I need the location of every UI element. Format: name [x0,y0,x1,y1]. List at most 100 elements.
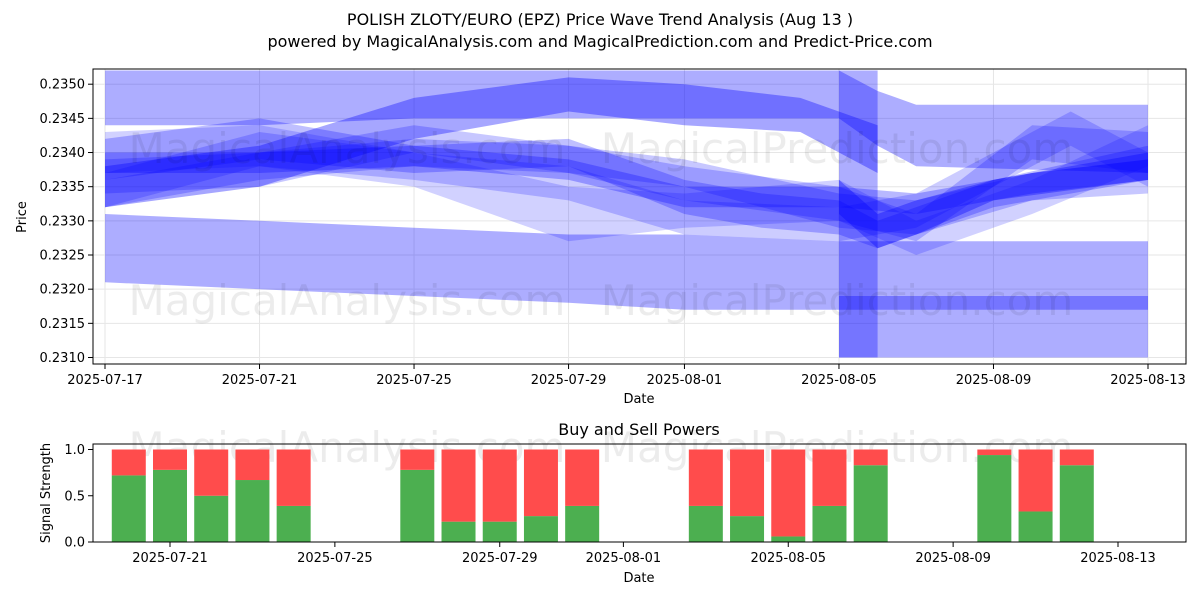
price-x-tick-label: 2025-08-01 [647,373,723,388]
price-wave-band [105,77,878,208]
buy-power-bar [853,465,888,542]
sell-power-bar [853,449,888,466]
price-y-ticks: 0.2310 0.2315 0.2320 0.2325 0.2330 0.2335 0.23… [40,78,93,366]
buy-power-bar [235,480,270,542]
power-y-axis-label: Signal Strength [39,443,54,543]
sell-power-bar [482,449,517,522]
buy-power-bar [153,469,187,542]
buy-power-bar [441,521,476,542]
chart-subtitle: powered by MagicalAnalysis.com and Magic… [267,32,932,51]
price-wave-band [105,125,1148,255]
sell-power-bar [812,449,847,506]
sell-power-bar [235,449,270,481]
price-x-tick-label: 2025-08-05 [801,373,877,388]
buy-power-bar [1059,465,1094,542]
power-x-tick-label: 2025-07-25 [297,551,373,566]
price-y-tick-label: 0.2340 [40,146,86,161]
price-y-tick-label: 0.2325 [40,249,86,264]
power-y-tick-label: 0.0 [64,536,85,551]
sell-power-bar [276,449,311,506]
buy-power-bar [1018,511,1053,542]
price-x-tick-label: 2025-07-17 [67,373,143,388]
sell-power-bar [977,449,1012,456]
price-y-tick-label: 0.2310 [40,351,86,366]
sell-power-bar [1059,449,1094,466]
buy-power-bar [482,521,517,542]
power-x-tick-label: 2025-08-13 [1080,551,1156,566]
power-chart-title: Buy and Sell Powers [558,420,720,439]
price-wave-band [105,70,1148,173]
price-x-axis-label: Date [623,392,654,407]
price-band-layer [105,70,1148,358]
price-plot-frame [92,68,1187,365]
power-x-tick-label: 2025-08-01 [586,551,662,566]
power-y-tick-label: 1.0 [64,443,85,458]
buy-power-bar [730,516,765,542]
buy-power-bar [977,455,1012,542]
price-y-tick-label: 0.2350 [40,78,86,93]
sell-power-bar [441,449,476,522]
power-bars [111,449,1094,542]
chart-title: POLISH ZLOTY/EURO (EPZ) Price Wave Trend… [347,10,853,29]
sell-power-bar [400,449,435,470]
price-y-tick-label: 0.2345 [40,112,86,127]
watermark-prediction: MagicalPrediction.com [601,276,1074,325]
price-wave-band [839,152,1148,249]
power-y-ticks: 0.0 0.5 1.0 [64,443,93,551]
price-wave-band [105,138,1148,235]
power-x-tick-label: 2025-07-29 [462,551,538,566]
price-y-tick-label: 0.2335 [40,180,86,195]
power-x-tick-label: 2025-08-05 [750,551,826,566]
sell-power-bar [111,449,146,476]
price-wave-band [839,296,1148,358]
power-plot: Buy and Sell Powers MagicalAnalysis.com … [39,420,1187,586]
sell-power-bar [771,449,806,537]
sell-power-bar [523,449,558,517]
price-x-tick-label: 2025-07-25 [376,373,452,388]
power-x-tick-label: 2025-07-21 [132,551,208,566]
watermark-prediction: MagicalPrediction.com [601,124,1074,173]
sell-power-bar [688,449,723,506]
buy-power-bar [812,505,847,542]
price-x-tick-label: 2025-07-29 [531,373,607,388]
price-wave-band [105,111,1148,242]
price-plot: MagicalAnalysis.com MagicalPrediction.co… [15,68,1187,407]
price-wave-band [105,118,1148,249]
watermark-analysis: MagicalAnalysis.com [129,276,566,325]
buy-power-bar [111,475,146,542]
price-watermarks: MagicalAnalysis.com MagicalPrediction.co… [129,124,1074,325]
price-grid [93,69,1186,364]
price-x-tick-label: 2025-07-21 [222,373,298,388]
buy-power-bar [276,505,311,542]
watermark-analysis: MagicalAnalysis.com [129,124,566,173]
price-y-tick-label: 0.2320 [40,283,86,298]
buy-power-bar [688,505,723,542]
price-y-tick-label: 0.2330 [40,214,86,229]
price-x-tick-label: 2025-08-09 [956,373,1032,388]
power-x-ticks: 2025-07-21 2025-07-25 2025-07-29 2025-08-01… [132,542,1156,566]
sell-power-bar [1018,449,1053,512]
buy-power-bar [771,536,806,542]
power-plot-frame [92,443,1187,543]
sell-power-bar [153,449,187,470]
price-x-tick-label: 2025-08-13 [1110,373,1186,388]
power-x-axis-label: Date [623,571,654,586]
sell-power-bar [194,449,229,496]
buy-power-bar [523,516,558,542]
price-wave-band [839,70,878,358]
price-x-ticks: 2025-07-17 2025-07-21 2025-07-25 2025-07-29… [67,364,1186,388]
price-y-tick-label: 0.2315 [40,317,86,332]
price-wave-band [105,214,1148,310]
buy-power-bar [194,495,229,542]
price-y-axis-label: Price [15,201,30,233]
buy-power-bar [565,505,600,542]
buy-power-bar [400,469,435,542]
power-x-tick-label: 2025-08-09 [915,551,991,566]
power-watermarks: MagicalAnalysis.com MagicalPrediction.co… [129,423,1074,472]
price-wave-band [105,145,1148,214]
price-wave-bands [105,70,1148,358]
sell-power-bar [565,449,600,506]
power-y-tick-label: 0.5 [64,489,85,504]
